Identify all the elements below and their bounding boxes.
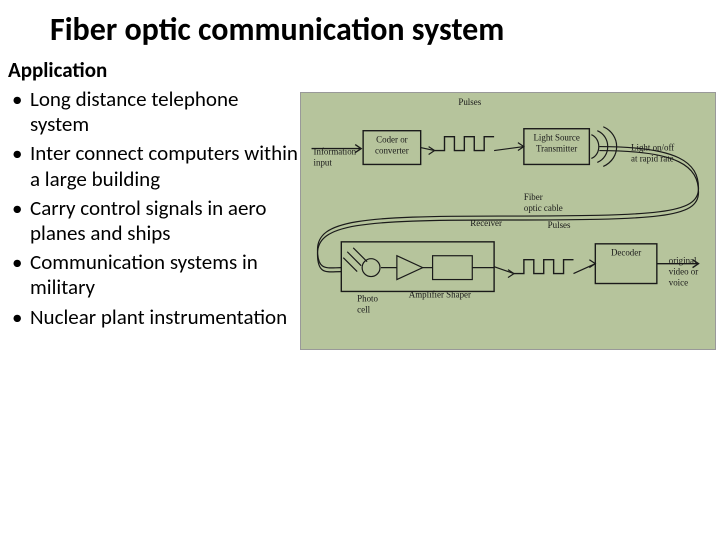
svg-text:optic cable: optic cable	[524, 203, 563, 213]
svg-text:Coder or: Coder or	[376, 135, 407, 145]
svg-text:cell: cell	[357, 304, 370, 314]
list-item: Communication systems in military	[30, 250, 300, 300]
svg-text:input: input	[314, 157, 333, 167]
svg-text:original: original	[669, 256, 697, 266]
svg-text:Amplifier Shaper: Amplifier Shaper	[409, 289, 471, 299]
svg-text:Light Source: Light Source	[533, 133, 579, 143]
page-title: Fiber optic communication system	[0, 0, 720, 57]
list-item: Inter connect computers within a large b…	[30, 141, 300, 191]
svg-text:voice: voice	[669, 277, 688, 287]
svg-text:Pulses: Pulses	[548, 220, 571, 230]
svg-text:Transmitter: Transmitter	[536, 144, 577, 154]
svg-text:Pulses: Pulses	[458, 97, 481, 107]
svg-text:Photo: Photo	[357, 293, 378, 303]
list-item: Nuclear plant instrumentation	[30, 305, 300, 330]
svg-text:Decoder: Decoder	[611, 248, 641, 258]
svg-text:Light on/off: Light on/off	[631, 143, 674, 153]
left-column: Application Long distance telephone syst…	[8, 57, 308, 334]
list-item: Carry control signals in aero planes and…	[30, 196, 300, 246]
subheading: Application	[8, 57, 300, 83]
svg-text:Fiber: Fiber	[524, 192, 543, 202]
diagram-svg: Informationinput Coder orconverter Pulses L…	[301, 93, 715, 349]
svg-text:Information: Information	[314, 147, 357, 157]
bullet-list: Long distance telephone system Inter con…	[8, 87, 300, 330]
svg-text:at rapid rate: at rapid rate	[631, 153, 674, 163]
fiber-diagram: Informationinput Coder orconverter Pulses L…	[300, 92, 716, 350]
svg-text:video or: video or	[669, 267, 699, 277]
svg-text:converter: converter	[375, 146, 409, 156]
list-item: Long distance telephone system	[30, 87, 300, 137]
svg-text:Receiver: Receiver	[470, 218, 502, 228]
